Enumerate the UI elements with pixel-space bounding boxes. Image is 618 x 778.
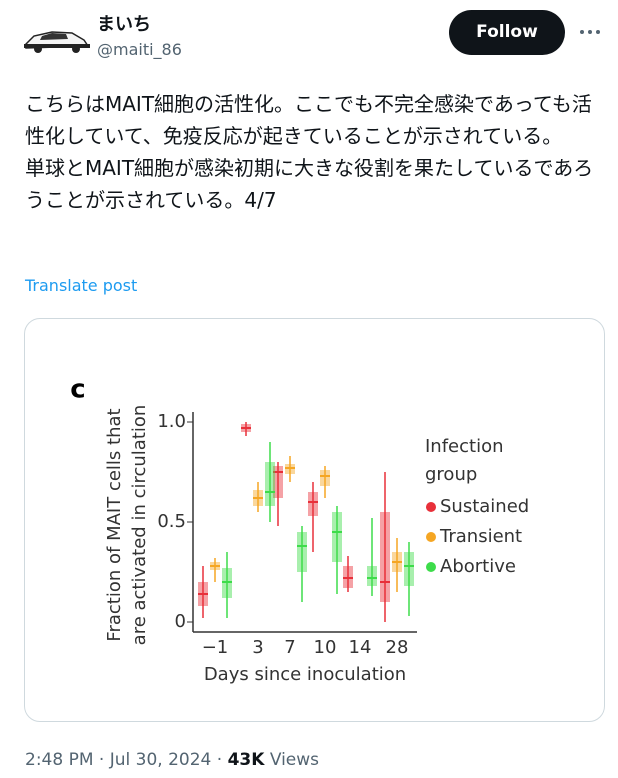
follow-button[interactable]: Follow xyxy=(449,10,565,55)
box xyxy=(273,466,283,498)
legend-title: Infection xyxy=(425,436,504,457)
separator: · xyxy=(98,750,105,770)
more-menu[interactable] xyxy=(578,27,608,37)
date: Jul 30, 2024 xyxy=(109,750,212,770)
box xyxy=(367,566,377,586)
legend-label: Transient xyxy=(439,526,522,547)
x-axis-label: Days since inoculation xyxy=(204,664,406,685)
box xyxy=(265,462,275,506)
legend-title: group xyxy=(425,464,477,485)
y-tick-label: 1.0 xyxy=(157,411,186,432)
x-tick-label: 10 xyxy=(314,637,337,658)
avatar xyxy=(24,31,90,53)
x-tick-label: −1 xyxy=(202,637,229,658)
box xyxy=(332,512,342,562)
box xyxy=(380,512,390,602)
box xyxy=(308,492,318,516)
legend-swatch xyxy=(426,562,436,572)
tweet-meta: 2:48 PM · Jul 30, 2024 · 43K Views xyxy=(25,750,319,770)
views-count: 43K xyxy=(227,750,265,770)
y-axis-label: Fraction of MAIT cells that xyxy=(104,408,125,641)
y-axis-label: are activated in circulation xyxy=(129,405,150,646)
legend-label: Sustained xyxy=(440,496,529,517)
separator: · xyxy=(216,750,223,770)
legend-label: Abortive xyxy=(440,556,516,577)
box xyxy=(404,552,414,586)
legend-swatch xyxy=(426,532,436,542)
legend-swatch xyxy=(426,502,436,512)
paragraph: こちらはMAIT細胞の活性化。ここでも不完全感染であっても活性化していて、免疫反… xyxy=(25,92,592,148)
x-tick-label: 28 xyxy=(386,637,409,658)
y-tick-label: 0 xyxy=(175,611,186,632)
translate-link[interactable]: Translate post xyxy=(25,276,138,295)
time: 2:48 PM xyxy=(25,750,94,770)
x-tick-label: 14 xyxy=(349,637,372,658)
box xyxy=(297,532,307,572)
paragraph: 単球とMAIT細胞が感染初期に大きな役割を果たしているであろうことが示されている… xyxy=(25,156,594,212)
tweet-text: こちらはMAIT細胞の活性化。ここでも不完全感染であっても活性化していて、免疫反… xyxy=(25,88,595,216)
display-name: まいち xyxy=(97,14,151,35)
x-tick-label: 3 xyxy=(252,637,263,658)
panel-label: c xyxy=(70,375,85,405)
x-tick-label: 7 xyxy=(284,637,295,658)
y-tick-label: 0.5 xyxy=(157,511,186,532)
media-card xyxy=(24,318,605,722)
views-label: Views xyxy=(269,750,320,770)
handle: @maiti_86 xyxy=(97,40,182,59)
box xyxy=(320,470,330,486)
